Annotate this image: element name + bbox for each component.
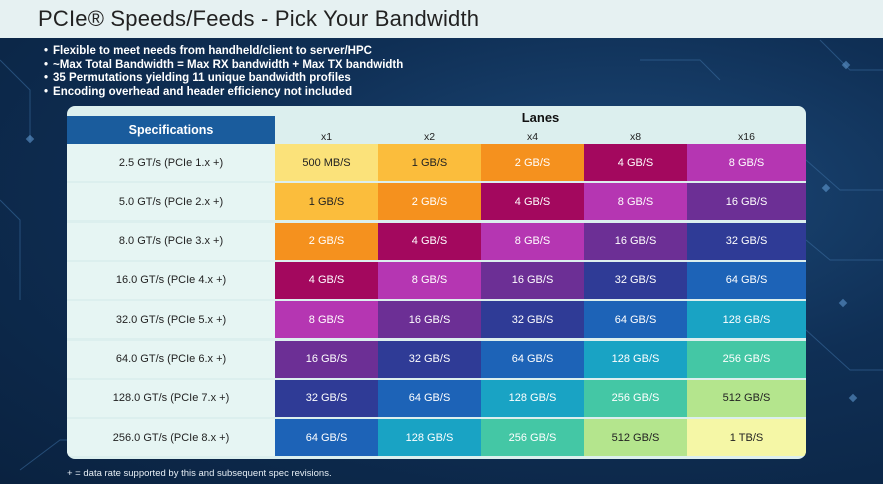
lane-label-x1: x1 bbox=[320, 131, 333, 143]
bandwidth-cell: 8 GB/S bbox=[378, 261, 481, 299]
bullet-item: ~Max Total Bandwidth = Max RX bandwidth … bbox=[44, 59, 403, 73]
bandwidth-cell: 256 GB/S bbox=[687, 340, 806, 378]
bandwidth-cell: 2 GB/S bbox=[378, 183, 481, 221]
spec-cell: 64.0 GT/s (PCIe 6.x +) bbox=[67, 340, 275, 378]
bandwidth-cell: 512 GB/S bbox=[584, 419, 687, 457]
bandwidth-cell: 8 GB/S bbox=[584, 183, 687, 221]
bandwidth-cell: 128 GB/S bbox=[481, 379, 584, 417]
bandwidth-table: Specifications Lanes x1 x2 x4 x8 x16 2.5 GT/s… bbox=[67, 106, 806, 459]
bandwidth-cell: 8 GB/S bbox=[275, 301, 378, 339]
bandwidth-cell: 500 MB/S bbox=[275, 144, 378, 181]
spec-cell: 8.0 GT/s (PCIe 3.x +) bbox=[67, 222, 275, 260]
bandwidth-cell: 1 TB/S bbox=[687, 419, 806, 457]
lane-label-x2: x2 bbox=[423, 131, 436, 143]
spec-cell: 5.0 GT/s (PCIe 2.x +) bbox=[67, 183, 275, 221]
bandwidth-cell: 32 GB/S bbox=[481, 301, 584, 339]
bandwidth-cell: 128 GB/S bbox=[584, 340, 687, 378]
lane-label-x8: x8 bbox=[629, 131, 642, 143]
title-bar: PCIe® Speeds/Feeds - Pick Your Bandwidth bbox=[0, 0, 883, 38]
bandwidth-cell: 16 GB/S bbox=[584, 222, 687, 260]
bullet-item: Encoding overhead and header efficiency … bbox=[44, 86, 403, 100]
bandwidth-cell: 128 GB/S bbox=[378, 419, 481, 457]
bandwidth-cell: 16 GB/S bbox=[275, 340, 378, 378]
bandwidth-cell: 32 GB/S bbox=[275, 379, 378, 417]
spec-cell: 128.0 GT/s (PCIe 7.x +) bbox=[67, 379, 275, 417]
bandwidth-cell: 8 GB/S bbox=[687, 144, 806, 181]
bandwidth-cell: 64 GB/S bbox=[584, 301, 687, 339]
spec-cell: 32.0 GT/s (PCIe 5.x +) bbox=[67, 301, 275, 339]
bandwidth-cell: 256 GB/S bbox=[584, 379, 687, 417]
bandwidth-cell: 32 GB/S bbox=[378, 340, 481, 378]
bandwidth-cell: 4 GB/S bbox=[584, 144, 687, 181]
bandwidth-cell: 4 GB/S bbox=[275, 261, 378, 299]
bandwidth-cell: 8 GB/S bbox=[481, 222, 584, 260]
bandwidth-cell: 2 GB/S bbox=[275, 222, 378, 260]
page-title: PCIe® Speeds/Feeds - Pick Your Bandwidth bbox=[38, 6, 480, 31]
lane-label-x16: x16 bbox=[738, 131, 755, 143]
bandwidth-cell: 16 GB/S bbox=[378, 301, 481, 339]
bandwidth-cell: 256 GB/S bbox=[481, 419, 584, 457]
bandwidth-cell: 1 GB/S bbox=[378, 144, 481, 181]
bandwidth-cell: 64 GB/S bbox=[378, 379, 481, 417]
spec-cell: 256.0 GT/s (PCIe 8.x +) bbox=[67, 419, 275, 457]
bullet-list: Flexible to meet needs from handheld/cli… bbox=[44, 45, 403, 99]
specifications-header: Specifications bbox=[67, 116, 275, 144]
spec-cell: 16.0 GT/s (PCIe 4.x +) bbox=[67, 261, 275, 299]
bandwidth-cell: 512 GB/S bbox=[687, 379, 806, 417]
bandwidth-cell: 1 GB/S bbox=[275, 183, 378, 221]
bandwidth-cell: 4 GB/S bbox=[378, 222, 481, 260]
bandwidth-cell: 64 GB/S bbox=[275, 419, 378, 457]
bandwidth-cell: 2 GB/S bbox=[481, 144, 584, 181]
bandwidth-cell: 16 GB/S bbox=[687, 183, 806, 221]
lane-label-x4: x4 bbox=[526, 131, 539, 143]
bandwidth-cell: 128 GB/S bbox=[687, 301, 806, 339]
bandwidth-cell: 4 GB/S bbox=[481, 183, 584, 221]
bandwidth-cell: 64 GB/S bbox=[687, 261, 806, 299]
bullet-item: Flexible to meet needs from handheld/cli… bbox=[44, 45, 403, 59]
bandwidth-cell: 16 GB/S bbox=[481, 261, 584, 299]
bullet-item: 35 Permutations yielding 11 unique bandw… bbox=[44, 72, 403, 86]
lanes-header: Lanes bbox=[521, 110, 560, 125]
footnote: + = data rate supported by this and subs… bbox=[67, 468, 332, 479]
bandwidth-cell: 32 GB/S bbox=[687, 222, 806, 260]
bandwidth-cell: 32 GB/S bbox=[584, 261, 687, 299]
spec-cell: 2.5 GT/s (PCIe 1.x +) bbox=[67, 144, 275, 181]
bandwidth-cell: 64 GB/S bbox=[481, 340, 584, 378]
